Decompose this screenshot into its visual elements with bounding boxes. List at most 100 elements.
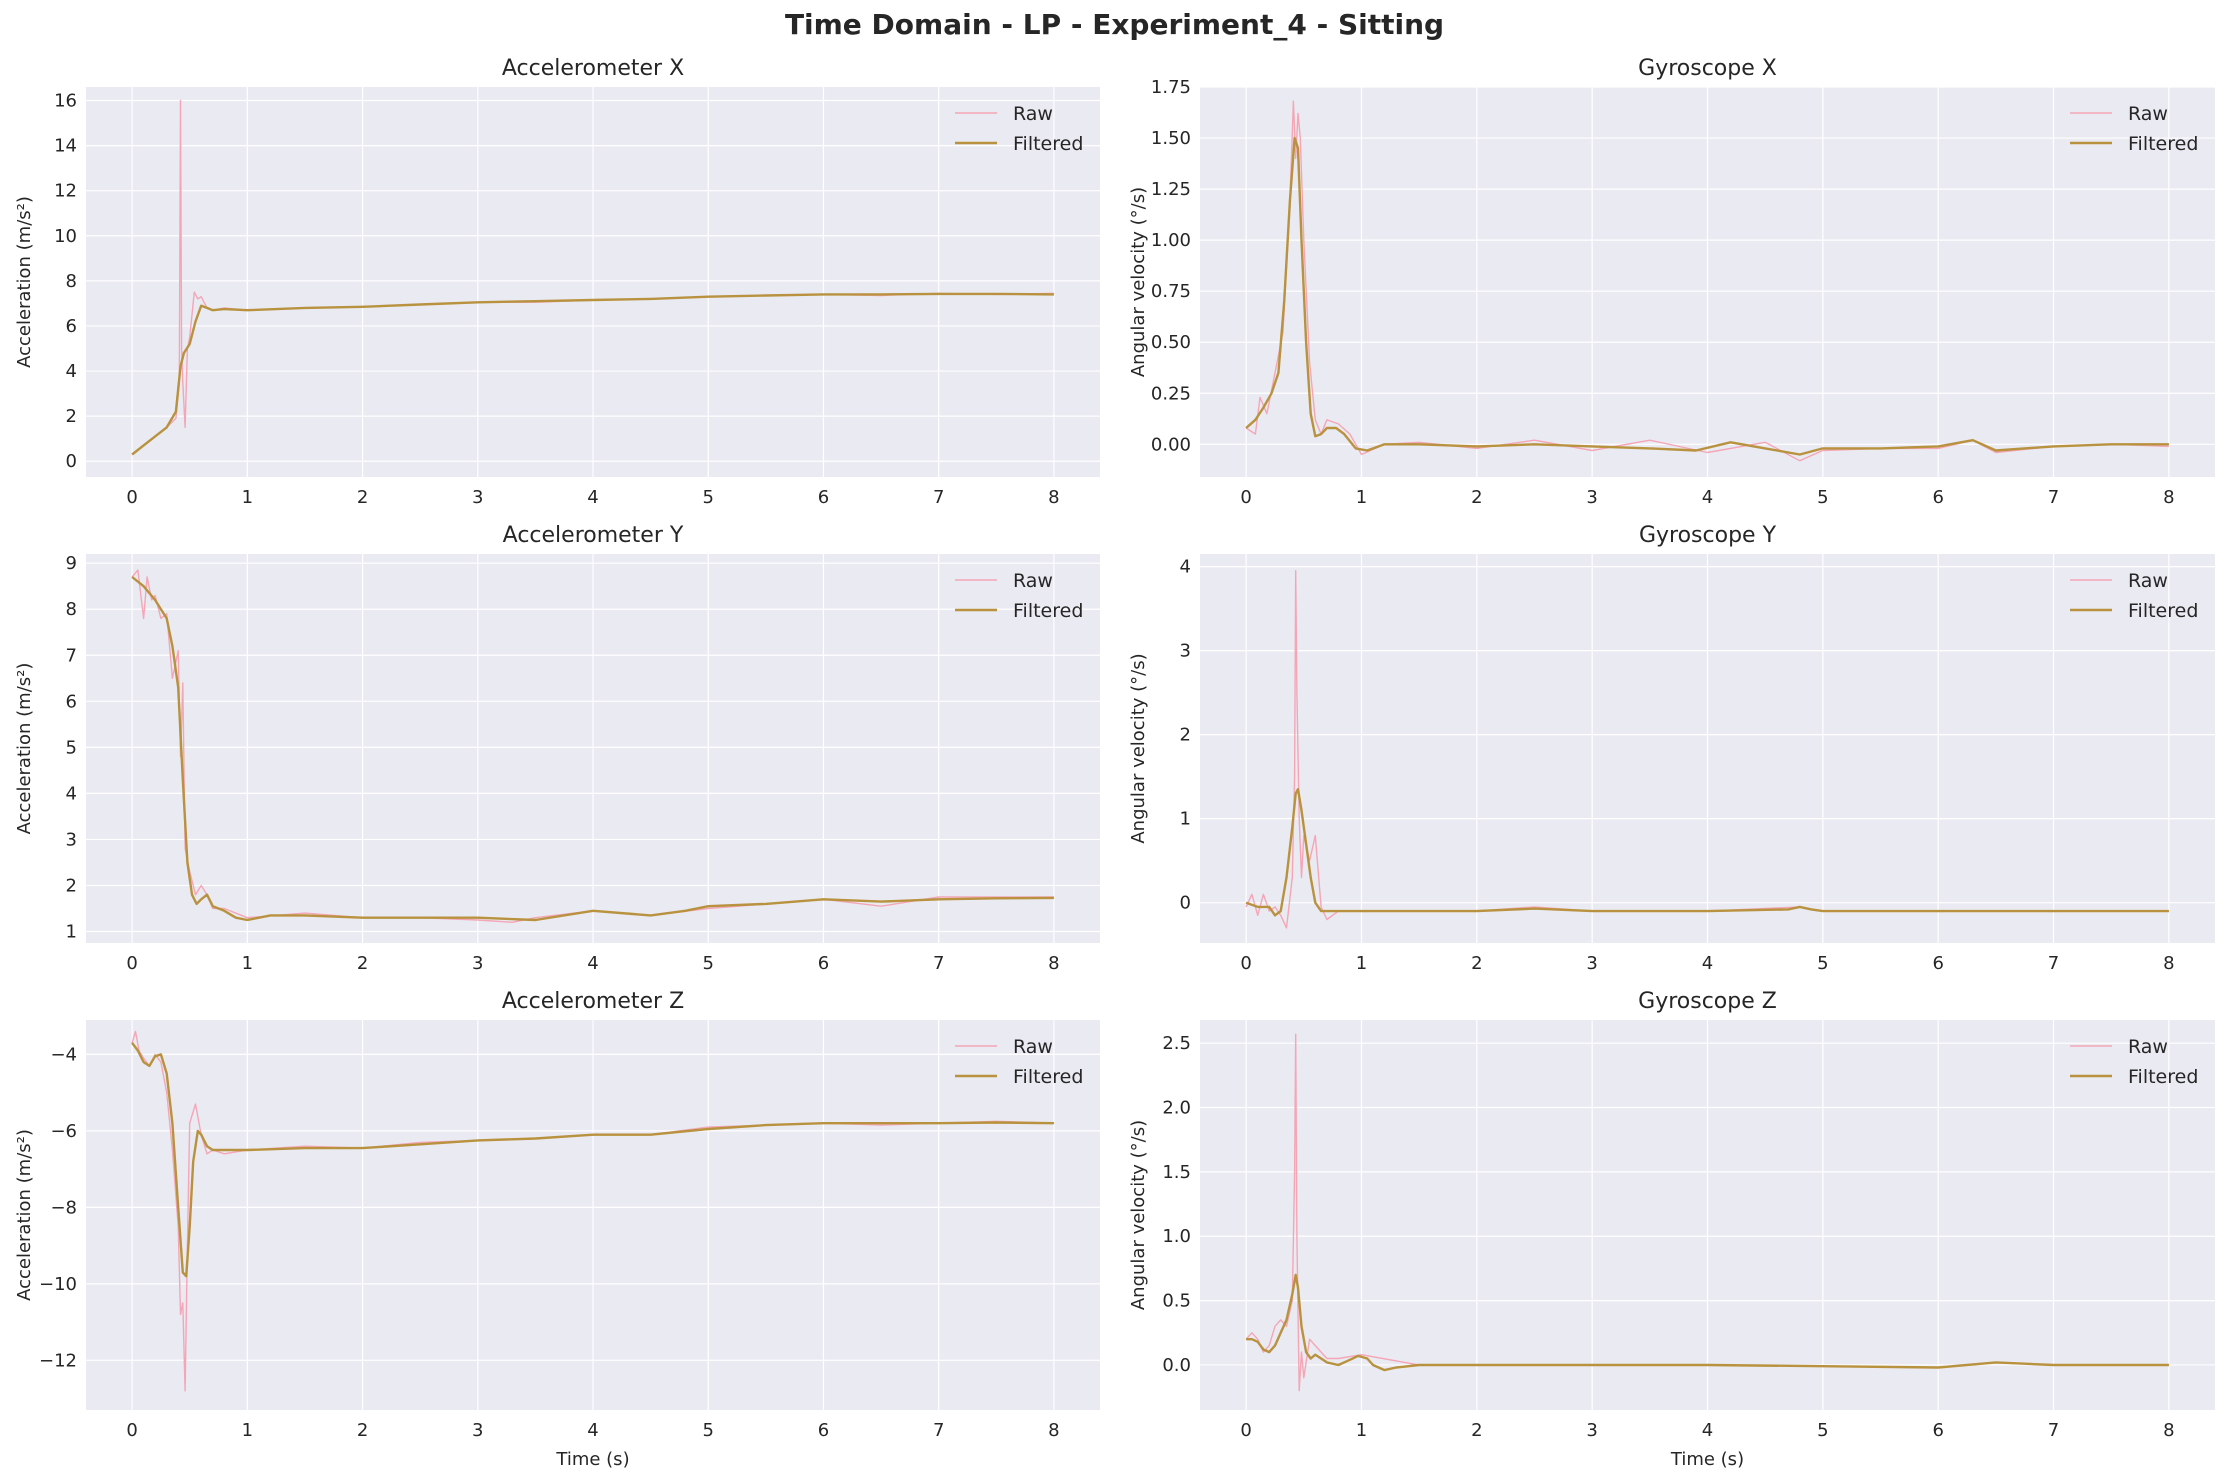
legend-label-raw: Raw: [2128, 1036, 2168, 1058]
y-tick-label: 4: [66, 361, 77, 382]
y-tick-label: 2: [66, 406, 77, 427]
series-line-raw: [131, 1030, 1054, 1392]
x-tick-label: 2: [1471, 953, 1482, 974]
y-tick-label: 0: [1180, 893, 1191, 914]
x-tick-label: 6: [1932, 487, 1943, 508]
x-tick-label: 8: [2163, 487, 2174, 508]
x-tick-label: 1: [1356, 1420, 1367, 1441]
legend-label-filtered: Filtered: [2128, 1066, 2198, 1088]
series-line-filtered: [131, 292, 1054, 456]
x-tick-label: 0: [1240, 487, 1251, 508]
subplot-3: 0 1 2 3 4 5 6 7 8 1 2 3 4 5 6 7 8 9 Accelerometer Y Acceler…: [14, 523, 1100, 974]
x-tick-label: 7: [933, 953, 944, 974]
x-tick-label: 5: [1817, 953, 1828, 974]
x-tick-label: 5: [703, 487, 714, 508]
x-axis-label: Time (s): [1670, 1449, 1744, 1470]
y-axis-label: Acceleration (m/s²): [14, 196, 35, 368]
x-axis-label: Time (s): [555, 1449, 629, 1470]
subplot-title: Accelerometer Z: [502, 989, 684, 1014]
x-tick-label: 2: [1471, 487, 1482, 508]
x-tick-label: 6: [818, 487, 829, 508]
x-tick-label: 2: [1471, 1420, 1482, 1441]
x-tick-label: 6: [1932, 953, 1943, 974]
legend-label-filtered: Filtered: [1013, 1066, 1083, 1088]
series-line-filtered: [131, 576, 1054, 922]
y-tick-label: 2: [1180, 725, 1191, 746]
subplot-title: Gyroscope X: [1638, 56, 1777, 81]
subplot-4: 0 1 2 3 4 5 6 7 8 0 1 2 3 4 Gyroscope Y Angular velocit…: [1128, 523, 2215, 974]
y-axis-label: Acceleration (m/s²): [14, 663, 35, 835]
y-tick-label: 1.00: [1151, 230, 1191, 251]
x-tick-label: 2: [357, 953, 368, 974]
y-tick-label: 0.00: [1151, 434, 1191, 455]
x-tick-label: 0: [126, 1420, 137, 1441]
y-tick-label: −4: [50, 1044, 77, 1065]
x-tick-label: 6: [1932, 1420, 1943, 1441]
x-tick-label: 3: [1586, 1420, 1597, 1441]
x-tick-label: 4: [587, 487, 598, 508]
legend-label-raw: Raw: [1013, 570, 1053, 592]
x-tick-label: 3: [472, 1420, 483, 1441]
legend-label-raw: Raw: [1013, 103, 1053, 125]
y-tick-label: 2.0: [1162, 1098, 1191, 1119]
series-line-filtered: [1246, 1273, 2169, 1372]
y-axis-label: Angular velocity (°/s): [1128, 187, 1149, 377]
subplot-title: Accelerometer X: [502, 56, 684, 81]
x-tick-label: 0: [1240, 1420, 1251, 1441]
y-tick-label: 8: [66, 599, 77, 620]
y-tick-label: 14: [54, 136, 77, 157]
y-tick-label: −10: [39, 1274, 77, 1295]
y-tick-label: 6: [66, 316, 77, 337]
y-tick-label: 5: [66, 737, 77, 758]
x-tick-label: 8: [1048, 953, 1059, 974]
y-tick-label: 6: [66, 691, 77, 712]
x-tick-label: 4: [1702, 953, 1713, 974]
x-tick-label: 8: [1048, 1420, 1059, 1441]
x-tick-label: 1: [242, 1420, 253, 1441]
x-tick-label: 4: [587, 1420, 598, 1441]
x-tick-label: 5: [1817, 487, 1828, 508]
series-line-filtered: [1245, 788, 2169, 917]
y-tick-label: 2.5: [1162, 1033, 1191, 1054]
x-tick-label: 7: [933, 487, 944, 508]
y-tick-label: −8: [50, 1197, 77, 1218]
x-tick-label: 7: [933, 1420, 944, 1441]
x-tick-label: 3: [1586, 953, 1597, 974]
y-tick-label: 0.0: [1162, 1355, 1191, 1376]
figure-title: Time Domain - LP - Experiment_4 - Sittin…: [784, 8, 1445, 41]
x-tick-label: 6: [818, 1420, 829, 1441]
x-tick-label: 4: [1702, 487, 1713, 508]
y-tick-label: 4: [1180, 557, 1191, 578]
x-tick-label: 7: [2048, 1420, 2059, 1441]
y-tick-label: 8: [66, 271, 77, 292]
y-tick-label: 1.25: [1151, 179, 1191, 200]
y-tick-label: 2: [66, 875, 77, 896]
y-axis-label: Angular velocity (°/s): [1128, 653, 1149, 843]
x-tick-label: 2: [357, 1420, 368, 1441]
legend-label-filtered: Filtered: [2128, 133, 2198, 155]
subplot-5: 0 1 2 3 4 5 6 7 8 −12 −10 −8 −6 −4 Accelerometer Z Acce…: [14, 989, 1100, 1470]
y-tick-label: 0.50: [1151, 332, 1191, 353]
legend-label-filtered: Filtered: [1013, 600, 1083, 622]
y-tick-label: 16: [54, 91, 77, 112]
y-tick-label: 4: [66, 783, 77, 804]
series-line-filtered: [131, 1042, 1054, 1278]
legend-label-filtered: Filtered: [1013, 133, 1083, 155]
x-tick-label: 2: [357, 487, 368, 508]
y-tick-label: 3: [66, 829, 77, 850]
y-tick-label: 9: [66, 553, 77, 574]
x-tick-label: 1: [242, 953, 253, 974]
y-tick-label: 0.25: [1151, 383, 1191, 404]
x-tick-label: 0: [126, 953, 137, 974]
x-tick-label: 8: [2163, 953, 2174, 974]
y-tick-label: 1.50: [1151, 128, 1191, 149]
y-tick-label: 3: [1180, 641, 1191, 662]
y-tick-label: −12: [39, 1350, 77, 1371]
legend-label-raw: Raw: [2128, 570, 2168, 592]
x-tick-label: 4: [587, 953, 598, 974]
x-tick-label: 3: [472, 487, 483, 508]
y-axis-label: Angular velocity (°/s): [1128, 1120, 1149, 1310]
y-tick-label: 12: [54, 181, 77, 202]
y-axis-label: Acceleration (m/s²): [14, 1129, 35, 1301]
